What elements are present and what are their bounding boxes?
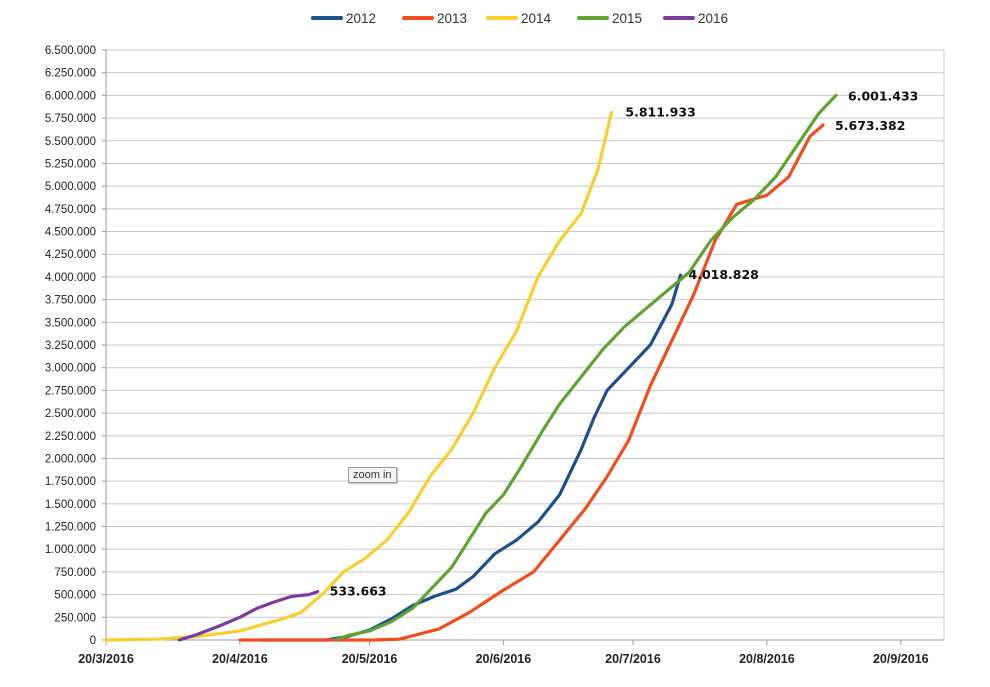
y-tick-label: 750.000 xyxy=(54,567,96,579)
end-value-label-2014: 5.811.933 xyxy=(625,104,695,119)
y-tick-label: 6.250.000 xyxy=(45,68,96,80)
y-tick-label: 3.500.000 xyxy=(45,317,96,329)
series-lines xyxy=(104,93,838,642)
end-value-label-2015: 6.001.433 xyxy=(848,88,918,103)
zoom-in-button[interactable]: zoom in xyxy=(348,467,397,483)
legend-item-2016[interactable]: 2016 xyxy=(663,11,728,26)
legend-label: 2015 xyxy=(612,11,642,26)
series-line-2016 xyxy=(177,590,320,642)
legend-item-2012[interactable]: 2012 xyxy=(311,11,376,26)
y-tick-label: 3.750.000 xyxy=(45,295,96,307)
x-tick-label: 20/3/2016 xyxy=(78,652,134,666)
y-tick-label: 6.500.000 xyxy=(45,45,96,57)
series-line-2015 xyxy=(333,93,838,642)
y-tick-label: 2.750.000 xyxy=(45,385,96,397)
y-tick-label: 4.250.000 xyxy=(45,249,96,261)
y-tick-label: 2.000.000 xyxy=(45,453,96,465)
series-line-2014 xyxy=(104,110,613,642)
legend-label: 2012 xyxy=(346,11,376,26)
x-tick-label: 20/6/2016 xyxy=(476,652,532,666)
legend-item-2015[interactable]: 2015 xyxy=(577,11,642,26)
y-tick-label: 4.750.000 xyxy=(45,204,96,216)
legend[interactable]: 2012 2013 2014 2015 2016 xyxy=(311,11,728,26)
y-tick-label: 5.250.000 xyxy=(45,158,96,170)
y-tick-label: 2.500.000 xyxy=(45,408,96,420)
y-tick-label: 1.500.000 xyxy=(45,499,96,511)
y-tick-label: 1.000.000 xyxy=(45,544,96,556)
y-tick-label: 5.000.000 xyxy=(45,181,96,193)
end-labels: 4.018.828 5.673.382 5.811.933 6.001.433 533.… xyxy=(330,88,919,598)
legend-item-2013[interactable]: 2013 xyxy=(402,11,467,26)
x-tick-label: 20/9/2016 xyxy=(873,652,929,666)
legend-label: 2014 xyxy=(521,11,552,26)
y-tick-label: 1.750.000 xyxy=(45,476,96,488)
end-value-label-2013: 5.673.382 xyxy=(835,118,905,133)
y-tick-label: 6.000.000 xyxy=(45,90,96,102)
legend-label: 2013 xyxy=(437,11,467,26)
end-value-label-2012: 4.018.828 xyxy=(689,267,759,282)
legend-item-2014[interactable]: 2014 xyxy=(486,11,552,26)
y-tick-label: 5.750.000 xyxy=(45,113,96,125)
y-tick-label: 4.000.000 xyxy=(45,272,96,284)
y-tick-label: 250.000 xyxy=(54,612,96,624)
y-tick-label: 5.500.000 xyxy=(45,136,96,148)
end-value-label-2016: 533.663 xyxy=(330,584,387,599)
axes: 0 250.000 500.000 750.000 1.000.000 1.250.000… xyxy=(45,45,944,666)
y-tick-label: 1.250.000 xyxy=(45,522,96,534)
y-tick-label: 3.250.000 xyxy=(45,340,96,352)
y-tick-label: 0 xyxy=(90,635,96,647)
legend-label: 2016 xyxy=(698,11,728,26)
y-tick-label: 500.000 xyxy=(54,590,96,602)
x-tick-label: 20/5/2016 xyxy=(342,652,398,666)
y-tick-label: 3.000.000 xyxy=(45,363,96,375)
y-tick-label: 2.250.000 xyxy=(45,431,96,443)
gridlines xyxy=(106,49,945,641)
x-tick-label: 20/7/2016 xyxy=(605,652,661,666)
y-tick-label: 4.500.000 xyxy=(45,227,96,239)
series-line-2013 xyxy=(238,123,825,642)
x-tick-label: 20/8/2016 xyxy=(739,652,795,666)
x-tick-label: 20/4/2016 xyxy=(212,652,268,666)
